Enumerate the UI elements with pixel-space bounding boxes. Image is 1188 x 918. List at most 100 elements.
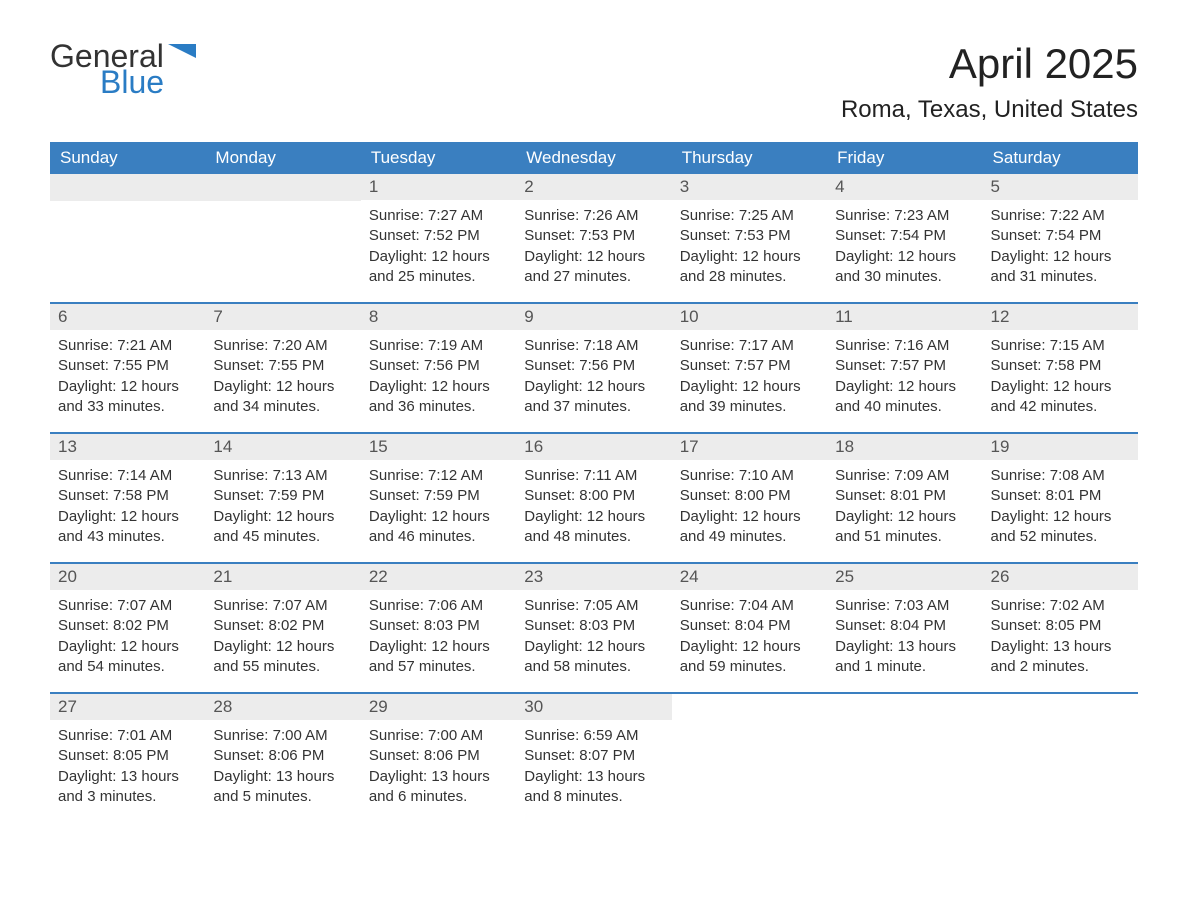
daylight-text: Daylight: 12 hours and 39 minutes. [680, 377, 819, 418]
daylight-text: Daylight: 12 hours and 49 minutes. [680, 507, 819, 548]
sunset-text: Sunset: 8:01 PM [835, 486, 974, 506]
sunset-text: Sunset: 7:59 PM [369, 486, 508, 506]
sunrise-text: Sunrise: 7:00 AM [213, 726, 352, 746]
dow-cell: Tuesday [361, 142, 516, 174]
day-number: 6 [50, 304, 205, 330]
day-cell: 16Sunrise: 7:11 AMSunset: 8:00 PMDayligh… [516, 434, 671, 562]
sunrise-text: Sunrise: 7:08 AM [991, 466, 1130, 486]
day-number: 1 [361, 174, 516, 200]
dow-cell: Monday [205, 142, 360, 174]
sunset-text: Sunset: 8:02 PM [213, 616, 352, 636]
day-cell: 1Sunrise: 7:27 AMSunset: 7:52 PMDaylight… [361, 174, 516, 302]
sunset-text: Sunset: 8:01 PM [991, 486, 1130, 506]
day-cell [983, 694, 1138, 822]
daylight-text: Daylight: 13 hours and 1 minute. [835, 637, 974, 678]
day-number: 20 [50, 564, 205, 590]
sunset-text: Sunset: 8:03 PM [369, 616, 508, 636]
dow-cell: Wednesday [516, 142, 671, 174]
sunset-text: Sunset: 7:54 PM [835, 226, 974, 246]
day-body: Sunrise: 7:12 AMSunset: 7:59 PMDaylight:… [361, 460, 516, 557]
sunset-text: Sunset: 8:04 PM [680, 616, 819, 636]
day-body: Sunrise: 7:03 AMSunset: 8:04 PMDaylight:… [827, 590, 982, 687]
daylight-text: Daylight: 12 hours and 36 minutes. [369, 377, 508, 418]
daylight-text: Daylight: 12 hours and 25 minutes. [369, 247, 508, 288]
day-cell: 8Sunrise: 7:19 AMSunset: 7:56 PMDaylight… [361, 304, 516, 432]
day-cell: 22Sunrise: 7:06 AMSunset: 8:03 PMDayligh… [361, 564, 516, 692]
day-number: 11 [827, 304, 982, 330]
day-body: Sunrise: 7:07 AMSunset: 8:02 PMDaylight:… [50, 590, 205, 687]
day-cell [205, 174, 360, 302]
daylight-text: Daylight: 12 hours and 55 minutes. [213, 637, 352, 678]
sunset-text: Sunset: 8:00 PM [524, 486, 663, 506]
daylight-text: Daylight: 13 hours and 6 minutes. [369, 767, 508, 808]
week-row: 1Sunrise: 7:27 AMSunset: 7:52 PMDaylight… [50, 174, 1138, 302]
logo-word2: Blue [100, 66, 196, 98]
logo: General Blue [50, 40, 196, 98]
day-cell: 17Sunrise: 7:10 AMSunset: 8:00 PMDayligh… [672, 434, 827, 562]
sunrise-text: Sunrise: 7:04 AM [680, 596, 819, 616]
day-cell [672, 694, 827, 822]
sunset-text: Sunset: 8:04 PM [835, 616, 974, 636]
day-number: 12 [983, 304, 1138, 330]
day-number: 16 [516, 434, 671, 460]
title-block: April 2025 Roma, Texas, United States [841, 40, 1138, 124]
day-body: Sunrise: 7:02 AMSunset: 8:05 PMDaylight:… [983, 590, 1138, 687]
sunrise-text: Sunrise: 7:00 AM [369, 726, 508, 746]
day-number: 15 [361, 434, 516, 460]
day-body: Sunrise: 7:19 AMSunset: 7:56 PMDaylight:… [361, 330, 516, 427]
sunrise-text: Sunrise: 7:07 AM [213, 596, 352, 616]
daylight-text: Daylight: 13 hours and 2 minutes. [991, 637, 1130, 678]
daylight-text: Daylight: 12 hours and 52 minutes. [991, 507, 1130, 548]
day-number: 29 [361, 694, 516, 720]
daylight-text: Daylight: 12 hours and 51 minutes. [835, 507, 974, 548]
day-number: 13 [50, 434, 205, 460]
day-number: 3 [672, 174, 827, 200]
week-row: 6Sunrise: 7:21 AMSunset: 7:55 PMDaylight… [50, 302, 1138, 432]
day-number: 5 [983, 174, 1138, 200]
day-body: Sunrise: 7:10 AMSunset: 8:00 PMDaylight:… [672, 460, 827, 557]
sunset-text: Sunset: 7:53 PM [524, 226, 663, 246]
day-cell: 9Sunrise: 7:18 AMSunset: 7:56 PMDaylight… [516, 304, 671, 432]
day-cell: 23Sunrise: 7:05 AMSunset: 8:03 PMDayligh… [516, 564, 671, 692]
sunrise-text: Sunrise: 7:12 AM [369, 466, 508, 486]
sunrise-text: Sunrise: 7:11 AM [524, 466, 663, 486]
daylight-text: Daylight: 12 hours and 30 minutes. [835, 247, 974, 288]
sunrise-text: Sunrise: 7:25 AM [680, 206, 819, 226]
sunset-text: Sunset: 7:57 PM [835, 356, 974, 376]
day-body: Sunrise: 7:11 AMSunset: 8:00 PMDaylight:… [516, 460, 671, 557]
daylight-text: Daylight: 12 hours and 33 minutes. [58, 377, 197, 418]
location: Roma, Texas, United States [841, 96, 1138, 124]
daylight-text: Daylight: 12 hours and 37 minutes. [524, 377, 663, 418]
blank-day [205, 174, 360, 201]
calendar: SundayMondayTuesdayWednesdayThursdayFrid… [50, 142, 1138, 822]
day-cell [827, 694, 982, 822]
day-number: 25 [827, 564, 982, 590]
day-body: Sunrise: 7:16 AMSunset: 7:57 PMDaylight:… [827, 330, 982, 427]
day-body: Sunrise: 7:09 AMSunset: 8:01 PMDaylight:… [827, 460, 982, 557]
day-number: 19 [983, 434, 1138, 460]
daylight-text: Daylight: 12 hours and 28 minutes. [680, 247, 819, 288]
sunrise-text: Sunrise: 7:22 AM [991, 206, 1130, 226]
day-cell: 19 Sunrise: 7:08 AMSunset: 8:01 PMDayligh… [983, 434, 1138, 562]
daylight-text: Daylight: 12 hours and 40 minutes. [835, 377, 974, 418]
sunset-text: Sunset: 8:05 PM [58, 746, 197, 766]
daylight-text: Daylight: 12 hours and 43 minutes. [58, 507, 197, 548]
day-body: Sunrise: 7:18 AMSunset: 7:56 PMDaylight:… [516, 330, 671, 427]
dow-cell: Sunday [50, 142, 205, 174]
day-number: 24 [672, 564, 827, 590]
day-cell: 25Sunrise: 7:03 AMSunset: 8:04 PMDayligh… [827, 564, 982, 692]
daylight-text: Daylight: 12 hours and 54 minutes. [58, 637, 197, 678]
daylight-text: Daylight: 12 hours and 57 minutes. [369, 637, 508, 678]
day-number: 26 [983, 564, 1138, 590]
day-cell: 12Sunrise: 7:15 AMSunset: 7:58 PMDayligh… [983, 304, 1138, 432]
day-cell: 2Sunrise: 7:26 AMSunset: 7:53 PMDaylight… [516, 174, 671, 302]
day-number: 4 [827, 174, 982, 200]
day-body: Sunrise: 7:13 AMSunset: 7:59 PMDaylight:… [205, 460, 360, 557]
day-cell: 30Sunrise: 6:59 AMSunset: 8:07 PMDayligh… [516, 694, 671, 822]
day-body: Sunrise: 7:00 AMSunset: 8:06 PMDaylight:… [361, 720, 516, 817]
day-cell: 20Sunrise: 7:07 AMSunset: 8:02 PMDayligh… [50, 564, 205, 692]
sunset-text: Sunset: 8:07 PM [524, 746, 663, 766]
day-number: 18 [827, 434, 982, 460]
daylight-text: Daylight: 12 hours and 42 minutes. [991, 377, 1130, 418]
day-number: 28 [205, 694, 360, 720]
